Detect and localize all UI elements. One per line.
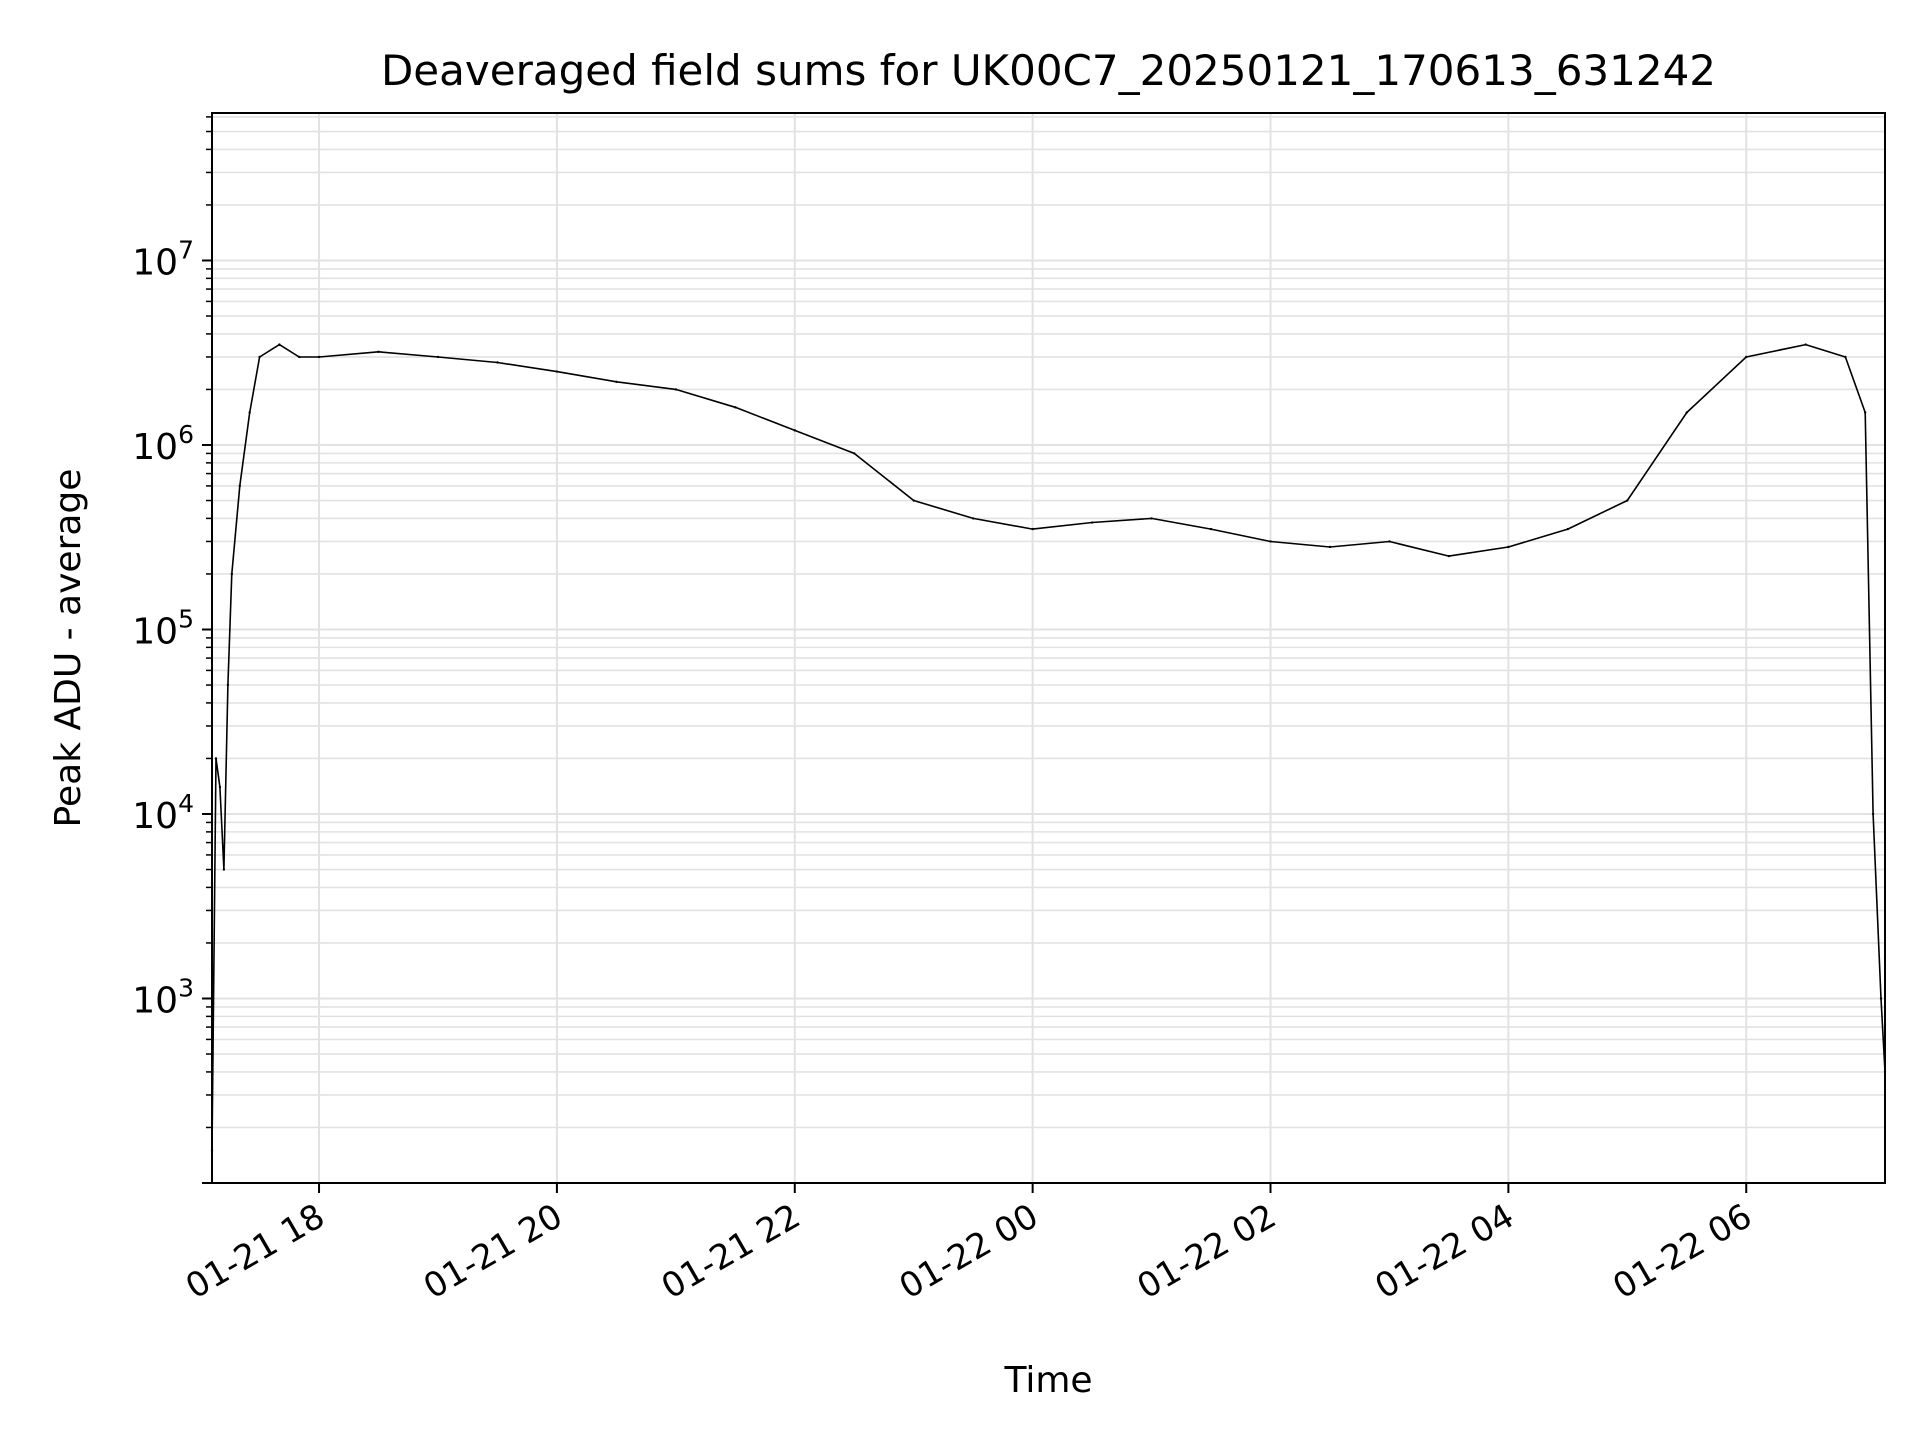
series-point	[1150, 517, 1153, 520]
series-point	[377, 350, 380, 353]
series-point	[1031, 527, 1034, 531]
y-tick-exponent: 3	[178, 973, 194, 1002]
series-point	[222, 868, 226, 871]
series-point	[734, 406, 737, 409]
series-point	[1328, 545, 1332, 549]
grid-lines	[212, 113, 1885, 1184]
series-point	[1745, 355, 1748, 359]
plot-frame	[211, 112, 1886, 1184]
series-point	[1871, 812, 1875, 816]
series-point	[218, 785, 222, 789]
series-point	[1507, 545, 1510, 549]
series-point	[230, 572, 234, 576]
series-point	[853, 452, 856, 455]
series-point	[971, 517, 975, 520]
series-point	[248, 411, 251, 414]
series-point	[615, 380, 618, 384]
series-point	[1844, 355, 1847, 359]
series-point	[1566, 527, 1570, 531]
y-tick-label: 107	[132, 235, 194, 283]
y-tick-base: 10	[132, 980, 178, 1021]
series-point	[674, 388, 678, 391]
series-point	[1804, 343, 1807, 346]
series-point	[317, 355, 321, 359]
chart-title: Deaveraged field sums for UK00C7_2025012…	[381, 46, 1716, 95]
y-tick-label: 103	[132, 973, 194, 1021]
y-tick-base: 10	[132, 427, 178, 468]
y-tick-exponent: 4	[178, 789, 194, 818]
series-point	[912, 499, 915, 502]
y-tick-exponent: 7	[178, 235, 194, 264]
x-axis-label: Time	[1003, 1360, 1092, 1401]
y-tick-base: 10	[132, 242, 178, 283]
series-point	[238, 484, 241, 488]
series-point	[1269, 540, 1272, 543]
series-point	[793, 429, 796, 432]
series-point	[278, 343, 281, 346]
series-point	[1090, 521, 1094, 524]
y-tick-label: 105	[132, 604, 194, 652]
y-tick-label: 104	[132, 789, 194, 837]
series-point	[555, 370, 559, 373]
y-tick-label: 106	[132, 420, 194, 468]
series-point	[1879, 997, 1883, 1000]
series-point	[436, 355, 440, 359]
series-point	[214, 757, 218, 760]
series-point	[1388, 540, 1391, 543]
series-layer	[210, 343, 1887, 1152]
series-point	[496, 361, 499, 364]
y-tick-base: 10	[132, 796, 178, 837]
series-point	[226, 683, 230, 687]
y-tick-exponent: 6	[178, 420, 194, 449]
series-point	[1447, 554, 1451, 558]
series-point	[1685, 411, 1688, 414]
series-point	[1626, 499, 1629, 502]
y-tick-base: 10	[132, 611, 178, 652]
series-point	[298, 355, 301, 359]
y-tick-exponent: 5	[178, 604, 194, 633]
series-point	[1209, 527, 1213, 531]
y-axis-label: Peak ADU - average	[48, 469, 89, 828]
series-line	[211, 343, 1886, 1151]
series-point	[1863, 411, 1867, 414]
series-point	[258, 355, 261, 359]
